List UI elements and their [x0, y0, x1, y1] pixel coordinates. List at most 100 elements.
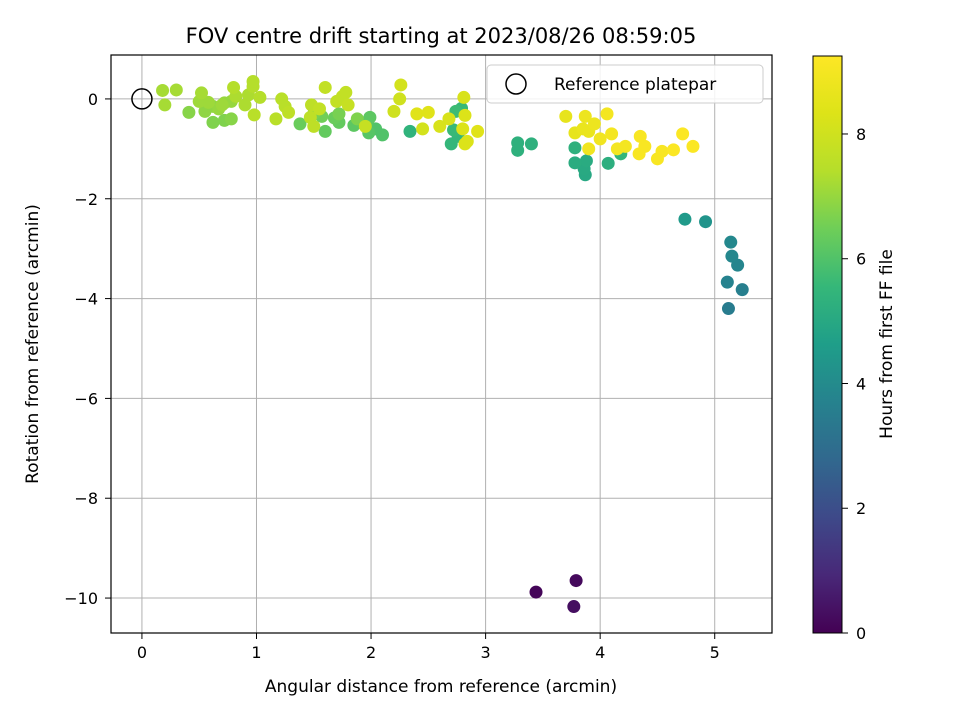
data-point	[156, 83, 170, 97]
legend-marker-reference	[505, 73, 527, 95]
colorbar-tick-label: 8	[856, 125, 866, 144]
x-tick-label: 0	[137, 643, 147, 662]
data-point	[456, 122, 470, 136]
data-point	[403, 124, 417, 138]
x-tick-label: 1	[251, 643, 261, 662]
data-point	[269, 112, 283, 126]
y-tick-label: −8	[74, 489, 98, 508]
x-tick-label: 2	[366, 643, 376, 662]
data-point	[655, 144, 669, 158]
data-point	[394, 78, 408, 92]
data-point	[332, 107, 346, 121]
data-point	[458, 137, 472, 151]
legend-label-reference: Reference platepar	[554, 75, 716, 95]
colorbar-ticks: 0 2 4 6 8	[842, 125, 866, 643]
colorbar-tick-label: 4	[856, 374, 866, 393]
data-point	[293, 117, 307, 131]
data-point	[735, 283, 749, 297]
data-point	[169, 83, 183, 97]
data-point	[182, 105, 196, 119]
data-point	[393, 92, 407, 106]
data-point	[471, 124, 485, 138]
data-points	[156, 74, 749, 614]
colorbar-label: Hours from first FF file	[877, 249, 897, 439]
x-tick-label: 3	[481, 643, 491, 662]
data-point	[524, 137, 538, 151]
data-point	[195, 86, 209, 100]
data-point	[421, 105, 435, 119]
y-tick-label: 0	[88, 90, 98, 109]
data-point	[579, 154, 593, 168]
y-axis-ticks: 0 −2 −4 −6 −8 −10	[64, 90, 111, 608]
data-point	[458, 108, 472, 122]
data-point	[312, 102, 326, 116]
data-point	[215, 98, 229, 112]
data-point	[318, 80, 332, 94]
data-point	[605, 127, 619, 141]
reference-layer	[131, 88, 153, 110]
data-point	[358, 119, 372, 133]
data-point	[568, 141, 582, 155]
x-axis-label: Angular distance from reference (arcmin)	[265, 677, 617, 697]
x-axis-ticks: 0 1 2 3 4 5	[137, 633, 720, 662]
data-point	[720, 275, 734, 289]
data-point	[568, 156, 582, 170]
data-point	[686, 139, 700, 153]
data-point	[433, 119, 447, 133]
data-point	[247, 108, 261, 122]
legend: Reference platepar	[486, 64, 764, 104]
data-point	[699, 215, 713, 229]
data-point	[638, 139, 652, 153]
colorbar: 0 2 4 6 8 Hours from first FF file	[812, 55, 897, 643]
plot-frame	[110, 54, 773, 634]
data-point	[578, 109, 592, 123]
data-point	[569, 574, 583, 588]
data-point	[224, 112, 238, 126]
y-tick-label: −2	[74, 190, 98, 209]
data-point	[567, 600, 581, 614]
data-point	[457, 90, 471, 104]
data-point	[158, 98, 172, 112]
data-point	[676, 127, 690, 141]
data-point	[307, 119, 321, 133]
data-point	[633, 129, 647, 143]
data-point	[387, 104, 401, 118]
data-point	[227, 80, 241, 94]
data-point	[341, 98, 355, 112]
colorbar-tick-label: 6	[856, 250, 866, 269]
data-point	[282, 105, 296, 119]
y-tick-label: −6	[74, 389, 98, 408]
x-tick-label: 4	[595, 643, 605, 662]
y-tick-label: −10	[64, 589, 98, 608]
y-tick-label: −4	[74, 290, 98, 309]
data-point	[666, 143, 680, 157]
data-point	[724, 235, 738, 249]
data-point	[238, 98, 252, 112]
colorbar-tick-label: 0	[856, 624, 866, 643]
reference-marker	[131, 88, 153, 110]
data-point	[725, 249, 739, 263]
data-point	[600, 107, 614, 121]
data-point	[582, 142, 596, 156]
data-point	[593, 132, 607, 146]
data-point	[206, 115, 220, 129]
data-point	[678, 212, 692, 226]
data-point	[410, 107, 424, 121]
data-point	[339, 85, 353, 99]
grid	[111, 55, 772, 633]
data-point	[253, 90, 267, 104]
data-point	[318, 124, 332, 138]
data-point	[416, 122, 430, 136]
data-point	[246, 74, 260, 88]
data-point	[529, 585, 543, 599]
data-point	[721, 302, 735, 316]
colorbar-gradient	[812, 55, 843, 634]
data-point	[601, 156, 615, 170]
data-point	[511, 143, 525, 157]
data-point	[442, 112, 456, 126]
x-tick-label: 5	[710, 643, 720, 662]
legend-box	[486, 64, 764, 104]
colorbar-tick-label: 2	[856, 499, 866, 518]
data-point	[618, 139, 632, 153]
